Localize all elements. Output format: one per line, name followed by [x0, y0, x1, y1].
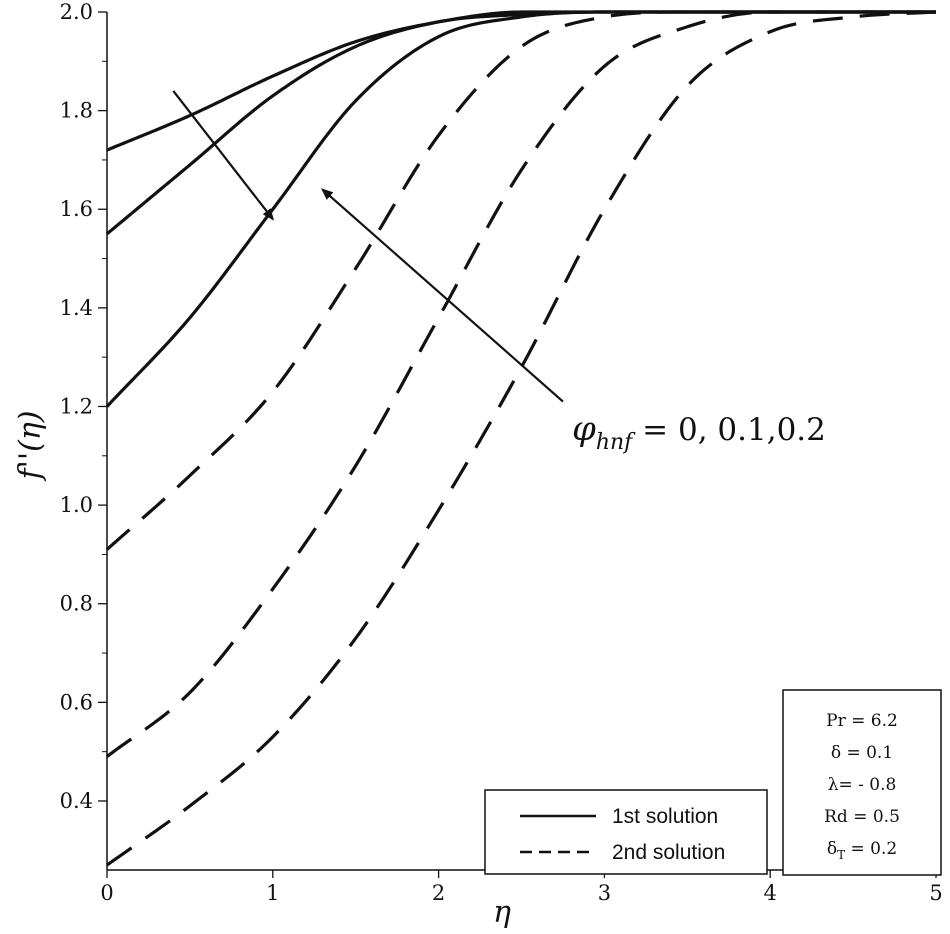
legend-entry-2nd-solution: 2nd solution [612, 841, 725, 864]
y-tick-label: 1.0 [60, 493, 93, 517]
param-lambda: λ= - 0.8 [828, 775, 897, 795]
parameter-box: Pr = 6.2 δ = 0.1 λ= - 0.8 Rd = 0.5 δT = … [782, 689, 942, 876]
phi-subscript: hnf [596, 430, 636, 455]
annotation-arrow-0 [172, 90, 275, 221]
series-layer [105, 10, 937, 867]
y-tick-label: 1.6 [60, 197, 93, 221]
x-tick-label: 0 [100, 881, 113, 905]
y-tick-label: 0.6 [60, 690, 93, 714]
y-tick-label: 1.2 [60, 394, 93, 418]
x-tick-label: 3 [598, 881, 611, 905]
first-solution-curve-2 [105, 10, 936, 408]
y-tick-label: 1.4 [60, 296, 93, 320]
legend-box: 1st solution 2nd solution [484, 789, 768, 875]
x-tick-label: 5 [929, 881, 942, 905]
phi-values: = 0, 0.1,0.2 [632, 412, 826, 448]
x-tick-label: 4 [764, 881, 777, 905]
first-solution-curve-1 [105, 10, 936, 236]
param-pr: Pr = 6.2 [826, 711, 898, 731]
y-axis-label: f''(η) [13, 411, 48, 482]
y-tick-label: 0.4 [60, 789, 93, 813]
x-tick-label: 1 [266, 881, 279, 905]
second-solution-curve-4 [106, 10, 936, 758]
annotation-layer [172, 90, 564, 403]
y-tick-label: 2.0 [60, 0, 93, 24]
y-tick-label: 0.8 [60, 592, 93, 616]
y-tick-label: 1.8 [60, 99, 93, 123]
x-tick-label: 2 [432, 881, 445, 905]
param-delta-t: δT = 0.2 [827, 839, 897, 862]
parameter-frame [782, 689, 942, 876]
phi-annotation: φhnf = 0, 0.1,0.2 [572, 409, 826, 455]
legend-entry-1st-solution: 1st solution [612, 805, 718, 828]
phi-symbol: φ [572, 409, 596, 449]
param-delta: δ = 0.1 [831, 743, 893, 763]
second-solution-curve-3 [105, 10, 936, 551]
annotation-arrow-1 [321, 188, 564, 403]
param-rd: Rd = 0.5 [824, 807, 900, 827]
x-axis-label: η [493, 895, 511, 930]
legend-frame [484, 789, 768, 875]
